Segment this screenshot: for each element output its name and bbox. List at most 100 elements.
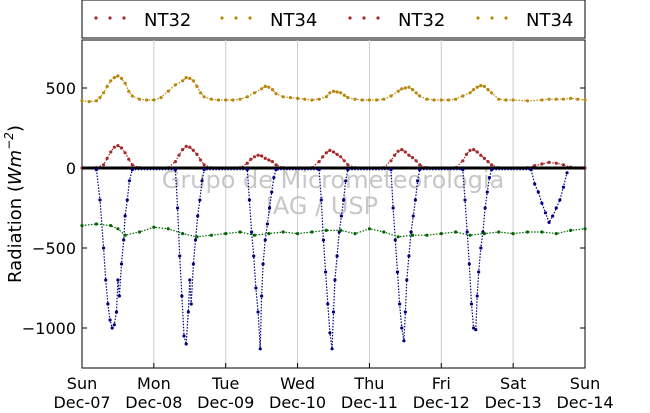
series-1-point xyxy=(403,150,407,154)
y-tick-label: 0 xyxy=(66,159,76,178)
x-tick-date-label: Dec-14 xyxy=(556,393,613,409)
series-0-point xyxy=(231,98,235,102)
series-3-point xyxy=(331,310,336,314)
series-4-point xyxy=(310,230,314,234)
legend: NT32 NT34 NT32 NT34 xyxy=(81,0,586,39)
series-0-point xyxy=(328,91,332,95)
y-axis-label-unit: Wm xyxy=(5,150,26,185)
series-0-point xyxy=(267,85,271,89)
legend-marker xyxy=(504,16,508,20)
series-0-point xyxy=(184,76,188,80)
series-3-point xyxy=(188,278,192,282)
series-4-point xyxy=(123,233,127,237)
series-3-point xyxy=(344,179,348,183)
x-axis-ticks: SunDec-07MonDec-08TueDec-09WedDec-10ThuD… xyxy=(53,363,614,412)
series-1-point xyxy=(392,153,397,157)
series-0-point xyxy=(439,98,443,102)
series-4-point xyxy=(166,227,170,231)
series-0-point xyxy=(504,98,508,102)
watermark-line-1: Grupo de Micrometeorologia xyxy=(162,166,504,194)
series-3-point xyxy=(465,230,469,234)
series-3-point xyxy=(130,168,134,172)
series-1-point xyxy=(540,162,544,166)
series-0-point xyxy=(432,98,436,102)
series-4-point xyxy=(94,222,98,226)
x-tick-day-label: Fri xyxy=(432,374,451,393)
series-0-point xyxy=(310,98,314,102)
x-tick-day-label: Mon xyxy=(137,374,171,393)
legend-label: NT32 xyxy=(144,10,191,31)
series-1-point xyxy=(249,157,253,161)
legend-label: NT32 xyxy=(398,10,445,31)
series-4-point xyxy=(224,232,228,236)
series-3-point xyxy=(122,238,126,242)
series-1-point xyxy=(389,159,393,163)
series-0-point xyxy=(288,96,292,100)
series-0-point xyxy=(191,79,195,83)
series-3-point xyxy=(393,238,397,242)
series-1-point xyxy=(339,155,343,159)
series-3-point xyxy=(125,198,129,202)
series-3-point xyxy=(116,278,120,282)
series-0-point xyxy=(123,81,127,85)
series-3-point xyxy=(101,246,106,250)
series-0-point xyxy=(335,90,339,94)
legend-marker xyxy=(490,16,494,20)
series-0-point xyxy=(475,85,479,89)
series-0-point xyxy=(145,98,149,102)
series-3-point xyxy=(477,270,481,274)
series-4-point xyxy=(468,233,472,237)
series-3-point xyxy=(254,286,258,290)
series-1-point xyxy=(479,153,483,157)
series-3-point xyxy=(256,310,260,314)
series-4-point xyxy=(511,232,515,236)
series-0-point xyxy=(152,98,156,102)
series-4-point xyxy=(554,232,558,236)
series-4-point xyxy=(209,233,213,237)
series-1-point xyxy=(177,153,181,157)
series-4-point xyxy=(353,232,357,236)
series-3-point xyxy=(529,168,533,172)
series-3-point xyxy=(415,179,420,183)
series-0-point xyxy=(295,96,300,100)
series-0-point xyxy=(94,99,98,103)
series-3-point xyxy=(198,198,202,202)
series-0-point xyxy=(331,89,336,93)
x-tick-date-label: Dec-08 xyxy=(125,393,182,409)
series-0-point xyxy=(303,97,307,101)
series-3-point xyxy=(274,168,278,172)
series-0-point xyxy=(263,84,267,88)
series-0 xyxy=(80,74,587,104)
series-3-point xyxy=(319,198,323,202)
series-0-point xyxy=(173,83,178,87)
series-0-point xyxy=(281,95,285,99)
series-0-point xyxy=(252,91,257,95)
series-1-point xyxy=(400,148,404,152)
series-3-point xyxy=(551,214,555,218)
series-0-point xyxy=(159,96,163,100)
series-3-point xyxy=(245,168,249,172)
x-tick-day-label: Wed xyxy=(280,374,315,393)
series-3-point xyxy=(180,294,184,298)
series-0-point xyxy=(195,84,199,88)
series-0-point xyxy=(119,76,124,80)
y-tick-label: −500 xyxy=(32,239,76,258)
series-1-point xyxy=(202,163,206,167)
series-0-point xyxy=(116,74,120,78)
series-0-point xyxy=(583,98,587,102)
series-3-point xyxy=(467,262,471,266)
series-3-point xyxy=(112,323,116,327)
series-3-point xyxy=(263,238,267,242)
series-3 xyxy=(94,168,569,351)
series-3-point xyxy=(265,222,269,226)
series-3-point xyxy=(196,214,200,218)
series-3-point xyxy=(341,198,346,202)
series-4-point xyxy=(410,233,415,237)
series-1-point xyxy=(554,161,558,165)
series-1-point xyxy=(173,160,178,164)
legend-box xyxy=(81,0,586,39)
series-0-point xyxy=(80,99,84,103)
legend-label: NT34 xyxy=(526,10,573,31)
series-3-point xyxy=(391,206,395,210)
series-0-point xyxy=(454,97,458,101)
